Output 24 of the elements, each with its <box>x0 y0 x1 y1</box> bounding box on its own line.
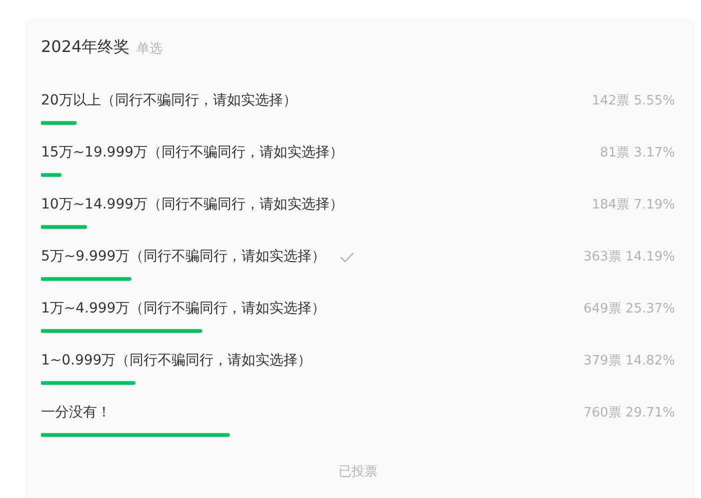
y-tick-label: 1~0.999万（同行不骗同行，请如实选择） <box>41 352 312 369</box>
chart-subtitle: 单选 <box>136 41 163 56</box>
data-label: 379票 14.82% <box>583 353 675 368</box>
text: 已投票 <box>338 464 378 480</box>
bar <box>41 433 230 437</box>
y-tick-label: 10万~14.999万（同行不骗同行，请如实选择） <box>41 196 344 213</box>
bar <box>41 277 132 281</box>
data-label: 363票 14.19% <box>583 249 675 264</box>
y-tick-label: 5万~9.999万（同行不骗同行，请如实选择） <box>41 248 326 265</box>
data-label: 142票 5.55% <box>592 93 675 108</box>
chart-title: 2024年终奖 <box>41 37 130 56</box>
data-label: 760票 29.71% <box>583 405 675 420</box>
data-label: 649票 25.37% <box>583 301 675 316</box>
y-tick-label: 20万以上（同行不骗同行，请如实选择） <box>41 92 297 109</box>
bar <box>41 121 77 125</box>
bar <box>41 329 202 333</box>
y-tick-label: 15万~19.999万（同行不骗同行，请如实选择） <box>41 144 344 161</box>
data-label: 184票 7.19% <box>592 197 675 212</box>
bar <box>41 173 62 177</box>
y-tick-label: 一分没有！ <box>41 404 111 421</box>
y-tick-label: 1万~4.999万（同行不骗同行，请如实选择） <box>41 300 326 317</box>
bar <box>41 225 87 229</box>
bar <box>41 381 136 385</box>
data-label: 81票 3.17% <box>600 145 675 160</box>
